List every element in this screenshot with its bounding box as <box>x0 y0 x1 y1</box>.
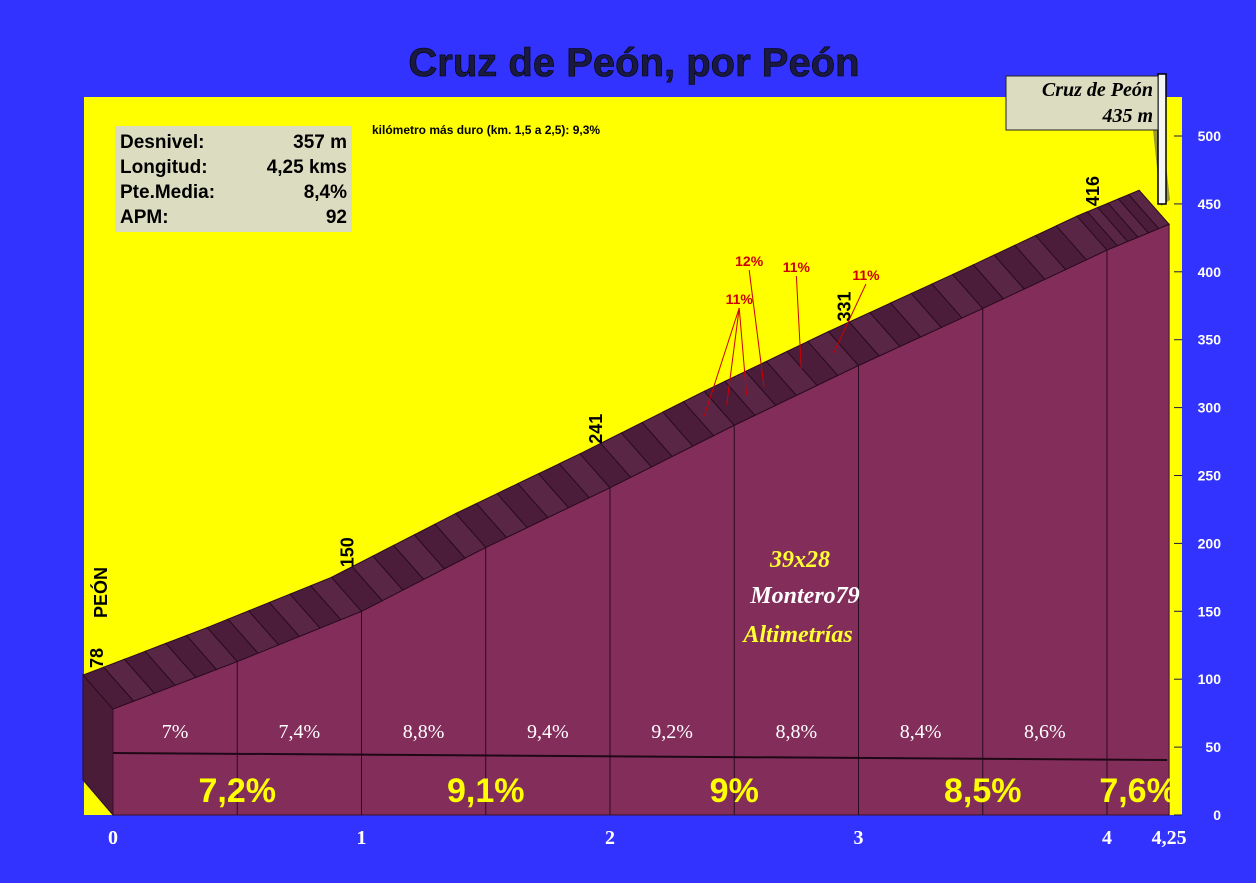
half-km-gradient-label: 7% <box>162 721 189 743</box>
steep-ramp-pointer <box>726 307 740 405</box>
chart-title: Cruz de Peón, por Peón <box>408 41 859 85</box>
stat-longitud-value: 4,25 kms <box>267 157 347 178</box>
stat-pte-media-label: Pte.Media: <box>120 182 215 203</box>
credit-author: Montero79 <box>749 583 859 609</box>
stat-apm-label: APM: <box>120 207 169 228</box>
y-tick-label: 350 <box>1198 332 1222 348</box>
y-tick-label: 100 <box>1198 671 1222 687</box>
steep-ramp-pointer <box>738 307 748 396</box>
half-km-gradient-label: 8,8% <box>403 721 445 743</box>
y-tick-label: 50 <box>1205 739 1221 755</box>
steep-ramp-pointer <box>833 283 867 354</box>
summit-flag-pole <box>1157 73 1167 205</box>
stat-longitud-label: Longitud: <box>120 157 208 178</box>
steep-ramp-label: 11% <box>726 291 754 307</box>
summit-name: Cruz de Peón <box>1042 79 1153 101</box>
y-tick-label: 300 <box>1198 400 1222 416</box>
gradient-band-line <box>112 752 1168 761</box>
y-tick-label: 400 <box>1198 264 1222 280</box>
y-tick-label: 500 <box>1198 128 1222 144</box>
km-gradient-label: 7,6% <box>1099 772 1177 810</box>
altitude-label: 150 <box>338 537 358 567</box>
y-tick-label: 150 <box>1198 603 1222 619</box>
y-tick-label: 450 <box>1198 196 1222 212</box>
x-tick-label: 3 <box>854 827 864 849</box>
half-km-gradient-label: 8,4% <box>900 721 942 743</box>
km-gradient-label: 9,1% <box>447 772 525 810</box>
y-tick-label: 250 <box>1198 468 1222 484</box>
credit-gear: 39x28 <box>769 547 830 573</box>
steep-ramp-label: 11% <box>783 259 811 275</box>
km-gradient-label: 8,5% <box>944 772 1022 810</box>
y-tick-label: 0 <box>1213 807 1221 823</box>
steep-ramp-pointer <box>795 275 802 369</box>
x-tick-label: 4 <box>1102 827 1112 849</box>
altitude-label: 331 <box>835 291 855 321</box>
summit-label-box <box>1005 75 1159 131</box>
x-tick-label: 2 <box>605 827 615 849</box>
altitude-label: 416 <box>1083 176 1103 206</box>
half-km-gradient-label: 9,4% <box>527 721 569 743</box>
x-tick-label: 1 <box>357 827 367 849</box>
half-km-gradient-label: 8,8% <box>776 721 818 743</box>
summit-altitude: 435 m <box>1101 105 1153 127</box>
stats-box-background <box>115 126 352 232</box>
summit-marker: Cruz de Peón 435 m <box>1005 73 1170 206</box>
credits: 39x28 Montero79 Altimetrías <box>741 547 859 648</box>
half-km-gradient-label: 7,4% <box>279 721 321 743</box>
steep-ramp-label: 12% <box>735 253 764 269</box>
stat-pte-media-value: 8,4% <box>304 182 347 203</box>
profile-top-facet <box>1127 189 1170 230</box>
x-tick-label: 4,25 <box>1152 827 1187 849</box>
stat-apm-value: 92 <box>326 207 347 228</box>
start-altitude-label: 78 <box>87 648 107 668</box>
hardest-km-note: kilómetro más duro (km. 1,5 a 2,5): 9,3% <box>372 123 600 137</box>
steep-ramp-pointer <box>748 269 765 387</box>
steep-ramp-label: 11% <box>852 267 880 283</box>
credit-site: Altimetrías <box>741 622 852 648</box>
stat-desnivel-label: Desnivel: <box>120 132 204 153</box>
altitude-label: 241 <box>586 414 606 444</box>
y-tick-label: 200 <box>1198 535 1222 551</box>
km-gradient-label: 7,2% <box>199 772 277 810</box>
start-name-label: PEÓN <box>90 567 111 618</box>
stats-box: Desnivel: 357 m Longitud: 4,25 kms Pte.M… <box>115 126 352 232</box>
stat-desnivel-value: 357 m <box>293 132 347 153</box>
x-tick-label: 0 <box>108 827 118 849</box>
half-km-gradient-label: 8,6% <box>1024 721 1066 743</box>
steep-ramp-pointer <box>703 307 740 416</box>
km-gradient-label: 9% <box>710 772 759 810</box>
half-km-gradient-label: 9,2% <box>651 721 693 743</box>
